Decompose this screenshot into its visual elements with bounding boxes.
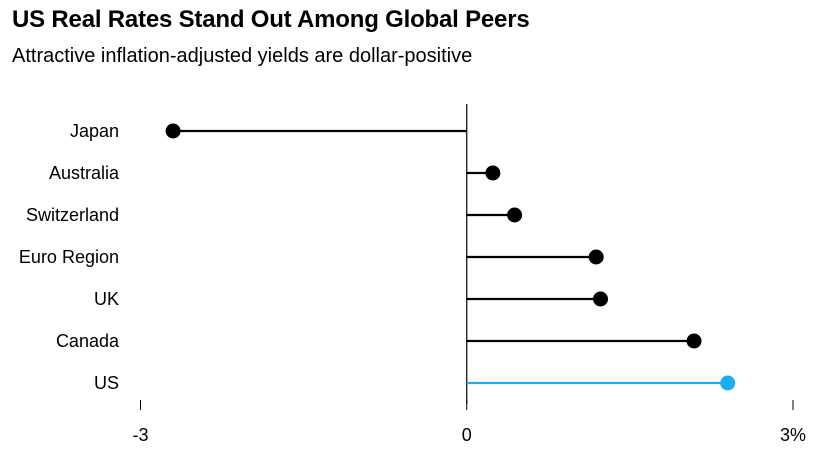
data-point (588, 249, 604, 265)
category-label: UK (94, 289, 119, 309)
data-point (485, 165, 501, 181)
x-tick-label: 0 (462, 425, 472, 445)
category-label: Euro Region (19, 247, 119, 267)
chart-subtitle: Attractive inflation-adjusted yields are… (12, 45, 473, 67)
data-point (686, 333, 702, 349)
category-label: Japan (70, 121, 119, 141)
data-point (593, 291, 609, 307)
category-label: US (94, 373, 119, 393)
x-tick-label: -3 (132, 425, 148, 445)
data-point (507, 207, 523, 223)
category-label: Switzerland (26, 205, 119, 225)
category-label: Canada (56, 331, 120, 351)
category-label: Australia (49, 163, 120, 183)
data-point (720, 375, 736, 391)
x-tick-label: 3% (780, 425, 806, 445)
data-point (165, 123, 181, 139)
chart-title: US Real Rates Stand Out Among Global Pee… (12, 6, 530, 33)
